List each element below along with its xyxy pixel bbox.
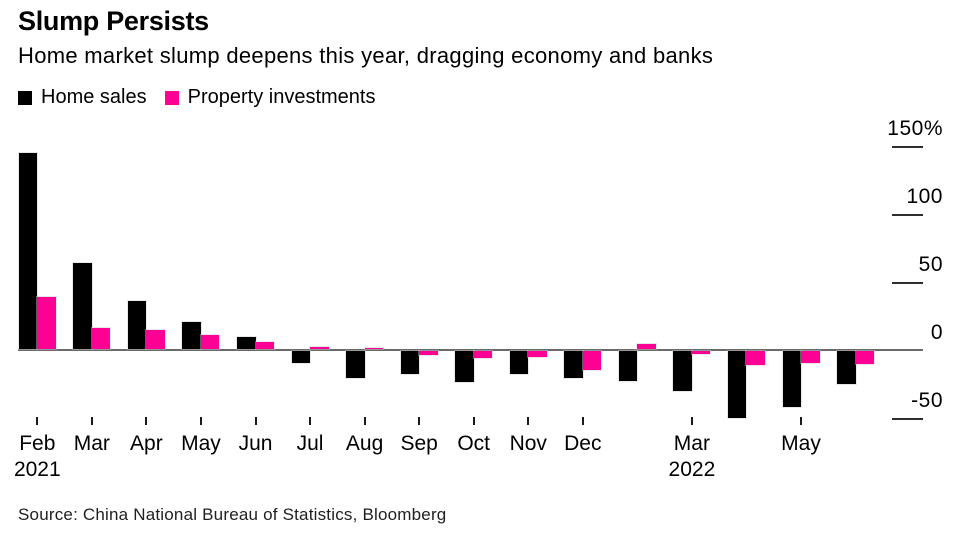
chart-title: Slump Persists — [18, 6, 209, 36]
y-axis-label-150: 150% — [887, 116, 943, 140]
bar-home-sales-aug-2021 — [346, 351, 365, 379]
bar-property-investments-mar-2021 — [91, 327, 111, 349]
x-axis-tick-aug — [363, 417, 366, 425]
x-axis-tick-may — [800, 417, 802, 425]
bar-home-sales-apr-2022 — [727, 351, 747, 418]
bar-home-sales-feb-2021 — [18, 152, 38, 349]
month-label: Apr — [130, 432, 163, 455]
x-axis-tick-jul — [309, 417, 312, 425]
x-axis-zero-line — [18, 349, 923, 351]
home-sales-swatch-icon — [18, 90, 32, 105]
x-axis-label-dec: Dec — [551, 431, 615, 457]
y-axis-tick-50 — [892, 281, 923, 284]
bar-home-sales-sep-2021 — [400, 351, 420, 375]
month-label: Nov — [509, 432, 547, 455]
bar-property-investments-mar-2022 — [691, 351, 711, 355]
bar-home-sales-jun-2021 — [237, 336, 256, 349]
source-line: Source: China National Bureau of Statist… — [18, 505, 447, 524]
chart-subtitle: Home market slump deepens this year, dra… — [18, 43, 714, 68]
y-axis-tick-100 — [892, 213, 923, 216]
month-label: Feb — [19, 432, 56, 455]
legend-item-property-investments: Property investments — [164, 86, 376, 109]
x-axis-tick-oct — [472, 417, 475, 425]
y-axis-tick--50 — [892, 418, 923, 421]
month-label: Aug — [345, 432, 384, 455]
legend-label-home-sales: Home sales — [41, 86, 147, 108]
bar-home-sales-may-2021 — [182, 321, 201, 349]
bar-home-sales-oct-2021 — [455, 351, 474, 383]
chart-legend: Home sales Property investments — [18, 86, 375, 109]
month-label: Jun — [238, 432, 273, 455]
x-axis-label-aug: Aug — [333, 431, 397, 457]
x-axis-label-oct: Oct — [442, 431, 506, 457]
x-axis-label-may: May — [769, 431, 833, 457]
bar-home-sales-mar-2021 — [73, 263, 92, 349]
bar-property-investments-oct-2021 — [473, 351, 493, 359]
legend-item-home-sales: Home sales — [18, 86, 147, 109]
x-axis-label-nov: Nov — [496, 431, 560, 457]
bar-home-sales-apr-2021 — [127, 301, 147, 349]
x-axis-label-jul: Jul — [278, 431, 342, 457]
x-axis-label-apr: Apr — [114, 431, 178, 457]
x-axis-label-may: May — [169, 431, 233, 457]
bar-property-investments-jul-2021 — [310, 346, 329, 349]
bar-home-sales-jul-2021 — [291, 351, 311, 364]
y-axis-label-0: 0 — [930, 321, 943, 344]
year-label: 2022 — [668, 458, 716, 481]
bar-property-investments-may-2022 — [801, 351, 820, 363]
bar-property-investments-jun-2021 — [255, 341, 274, 349]
x-axis-label-mar: Mar — [60, 431, 124, 457]
y-axis-label--50: -50 — [911, 389, 943, 413]
bar-property-investments-jan-feb-2022 — [637, 343, 656, 349]
x-axis-tick-mar — [90, 417, 93, 425]
x-axis-label-jun: Jun — [224, 431, 288, 457]
bar-property-investments-apr-2022 — [746, 351, 765, 365]
y-axis-label-50: 50 — [918, 252, 943, 276]
bar-property-investments-feb-2021 — [37, 297, 56, 349]
bar-home-sales-mar-2022 — [673, 351, 692, 391]
month-label: Mar — [73, 432, 110, 455]
x-axis-label-feb-2021: Feb 2021 — [5, 431, 69, 483]
x-axis-tick-nov — [527, 417, 530, 425]
bar-property-investments-dec-2021 — [582, 351, 602, 371]
bar-property-investments-sep-2021 — [419, 351, 438, 356]
month-label: Oct — [457, 432, 491, 455]
bar-home-sales-may-2022 — [782, 351, 801, 407]
month-label: May — [781, 432, 821, 455]
x-axis-tick-may — [199, 417, 202, 425]
bar-home-sales-nov-2021 — [509, 351, 529, 375]
x-axis-tick-jun — [254, 417, 257, 425]
bar-home-sales-jun-2022 — [837, 351, 856, 384]
month-label: Jul — [296, 432, 324, 455]
x-axis-label-sep: Sep — [387, 431, 451, 457]
month-label: Dec — [564, 432, 602, 455]
x-axis-tick-dec — [581, 417, 584, 425]
month-label: May — [181, 432, 221, 455]
legend-label-property-investments: Property investments — [187, 86, 376, 108]
bar-property-investments-nov-2021 — [528, 351, 547, 357]
month-label: Sep — [400, 432, 438, 455]
y-axis-tick-150 — [892, 145, 923, 148]
bar-home-sales-jan-feb-2022 — [618, 351, 638, 381]
property-investments-swatch-icon — [164, 90, 179, 105]
month-label: Mar — [673, 432, 710, 455]
bar-property-investments-aug-2021 — [364, 347, 384, 349]
x-axis-tick-feb-2021 — [36, 417, 39, 425]
x-axis-tick-sep — [418, 417, 421, 425]
year-label: 2021 — [13, 458, 61, 481]
x-axis-tick-apr — [145, 417, 148, 425]
bar-property-investments-may-2021 — [200, 335, 220, 349]
bar-property-investments-jun-2022 — [855, 351, 875, 365]
y-axis-label-100: 100 — [906, 184, 943, 208]
x-axis-label-mar-2022: Mar 2022 — [660, 431, 724, 483]
x-axis-tick-mar-2022 — [690, 417, 693, 425]
bar-property-investments-apr-2021 — [146, 329, 165, 349]
bar-home-sales-dec-2021 — [564, 351, 583, 379]
